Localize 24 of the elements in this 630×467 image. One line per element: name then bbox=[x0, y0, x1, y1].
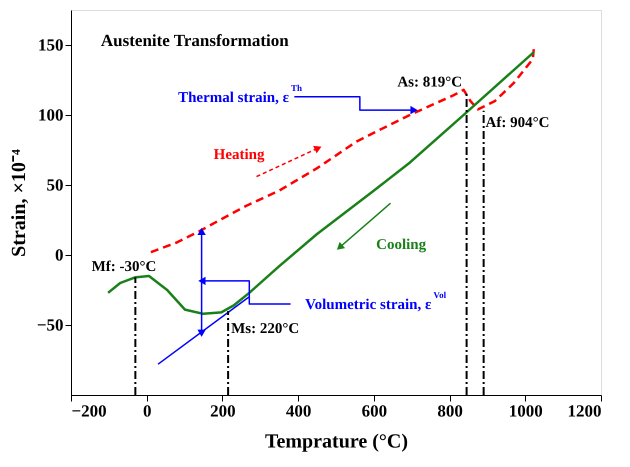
annotation: Volumetric strain, εVol bbox=[305, 290, 447, 313]
x-tick-label: 800 bbox=[437, 402, 463, 420]
annotation: Heating bbox=[214, 147, 265, 164]
y-tick-label: 100 bbox=[38, 106, 64, 124]
x-tick-label: 200 bbox=[210, 402, 236, 420]
y-tick-label: 0 bbox=[55, 246, 64, 264]
annotation: Ms: 220°C bbox=[231, 320, 300, 337]
annotation: Thermal strain, εTh bbox=[178, 82, 302, 106]
annotation: Cooling bbox=[376, 236, 427, 253]
x-tick-label: 1200 bbox=[568, 402, 602, 420]
y-tick-label: 50 bbox=[46, 176, 64, 194]
x-tick-label: 400 bbox=[286, 402, 312, 420]
y-tick-label: 150 bbox=[38, 36, 64, 54]
x-tick-label: 0 bbox=[142, 402, 152, 420]
x-axis-title: Temprature (°C) bbox=[265, 430, 408, 452]
x-tick-label: 600 bbox=[362, 402, 388, 420]
y-tick-label: −50 bbox=[36, 316, 64, 334]
x-tick-label: 1000 bbox=[508, 402, 543, 420]
x-tick-label: −200 bbox=[72, 402, 107, 420]
annotation: As: 819°C bbox=[397, 74, 462, 90]
y-axis-title: Strain, ×10⁻⁴ bbox=[8, 149, 30, 257]
annotation: Af: 904°C bbox=[486, 115, 550, 131]
annotation: Austenite Transformation bbox=[100, 30, 290, 50]
annotation: Mf: -30°C bbox=[92, 259, 156, 276]
